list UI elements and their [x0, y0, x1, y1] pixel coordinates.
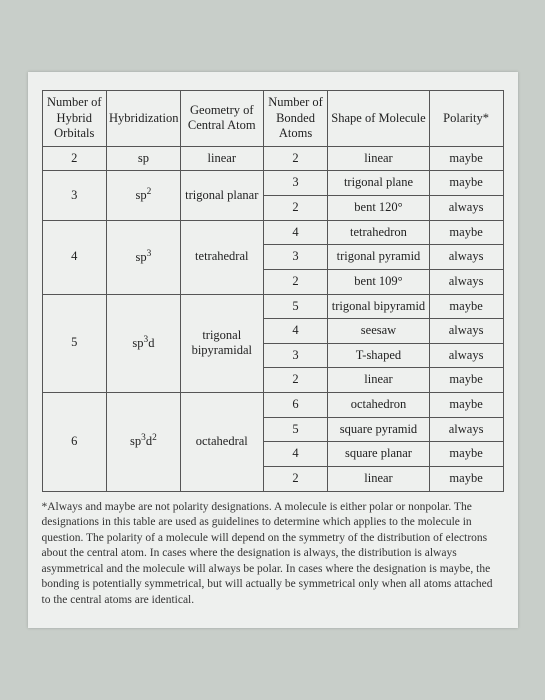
cell-bonded: 2: [263, 368, 328, 393]
table-row: 5sp3dtrigonal bipyramidal5trigonal bipyr…: [42, 294, 503, 319]
cell-bonded: 3: [263, 343, 328, 368]
cell-hybridization: sp3: [107, 220, 181, 294]
cell-polarity: maybe: [429, 294, 503, 319]
cell-geometry: linear: [180, 146, 263, 171]
cell-polarity: always: [429, 417, 503, 442]
cell-orbitals: 4: [42, 220, 107, 294]
table-row: 2splinear2linearmaybe: [42, 146, 503, 171]
column-header: Number of Bonded Atoms: [263, 90, 328, 146]
cell-shape: trigonal plane: [328, 171, 429, 196]
column-header: Polarity*: [429, 90, 503, 146]
cell-hybridization: sp3d: [107, 294, 181, 393]
cell-hybridization: sp: [107, 146, 181, 171]
cell-bonded: 4: [263, 220, 328, 245]
table-row: 3sp2trigonal planar3trigonal planemaybe: [42, 171, 503, 196]
cell-shape: square pyramid: [328, 417, 429, 442]
cell-bonded: 5: [263, 294, 328, 319]
hybridization-table: Number of Hybrid OrbitalsHybridizationGe…: [42, 90, 504, 492]
cell-orbitals: 3: [42, 171, 107, 220]
cell-shape: tetrahedron: [328, 220, 429, 245]
cell-geometry: trigonal bipyramidal: [180, 294, 263, 393]
cell-polarity: maybe: [429, 442, 503, 467]
cell-polarity: maybe: [429, 171, 503, 196]
cell-orbitals: 2: [42, 146, 107, 171]
cell-polarity: maybe: [429, 220, 503, 245]
table-row: 6sp3d2octahedral6octahedronmaybe: [42, 393, 503, 418]
cell-shape: seesaw: [328, 319, 429, 344]
table-header-row: Number of Hybrid OrbitalsHybridizationGe…: [42, 90, 503, 146]
cell-geometry: tetrahedral: [180, 220, 263, 294]
document-page: Number of Hybrid OrbitalsHybridizationGe…: [28, 72, 518, 628]
cell-bonded: 2: [263, 146, 328, 171]
cell-polarity: always: [429, 196, 503, 221]
cell-hybridization: sp3d2: [107, 393, 181, 492]
column-header: Shape of Molecule: [328, 90, 429, 146]
cell-bonded: 3: [263, 171, 328, 196]
column-header: Geometry of Central Atom: [180, 90, 263, 146]
column-header: Hybridization: [107, 90, 181, 146]
cell-orbitals: 5: [42, 294, 107, 393]
cell-shape: square planar: [328, 442, 429, 467]
cell-shape: trigonal pyramid: [328, 245, 429, 270]
cell-bonded: 6: [263, 393, 328, 418]
cell-bonded: 4: [263, 442, 328, 467]
cell-shape: linear: [328, 146, 429, 171]
cell-polarity: always: [429, 269, 503, 294]
cell-shape: linear: [328, 466, 429, 491]
cell-bonded: 4: [263, 319, 328, 344]
table-row: 4sp3tetrahedral4tetrahedronmaybe: [42, 220, 503, 245]
cell-shape: bent 120°: [328, 196, 429, 221]
cell-shape: trigonal bipyramid: [328, 294, 429, 319]
cell-geometry: trigonal planar: [180, 171, 263, 220]
cell-polarity: maybe: [429, 466, 503, 491]
column-header: Number of Hybrid Orbitals: [42, 90, 107, 146]
cell-orbitals: 6: [42, 393, 107, 492]
footnote-text: *Always and maybe are not polarity desig…: [42, 500, 504, 609]
cell-bonded: 2: [263, 466, 328, 491]
cell-shape: bent 109°: [328, 269, 429, 294]
cell-polarity: maybe: [429, 393, 503, 418]
cell-bonded: 3: [263, 245, 328, 270]
cell-bonded: 5: [263, 417, 328, 442]
cell-polarity: always: [429, 245, 503, 270]
cell-shape: linear: [328, 368, 429, 393]
cell-shape: octahedron: [328, 393, 429, 418]
cell-shape: T-shaped: [328, 343, 429, 368]
cell-polarity: always: [429, 319, 503, 344]
cell-bonded: 2: [263, 196, 328, 221]
cell-polarity: always: [429, 343, 503, 368]
cell-polarity: maybe: [429, 368, 503, 393]
cell-hybridization: sp2: [107, 171, 181, 220]
cell-polarity: maybe: [429, 146, 503, 171]
cell-bonded: 2: [263, 269, 328, 294]
cell-geometry: octahedral: [180, 393, 263, 492]
